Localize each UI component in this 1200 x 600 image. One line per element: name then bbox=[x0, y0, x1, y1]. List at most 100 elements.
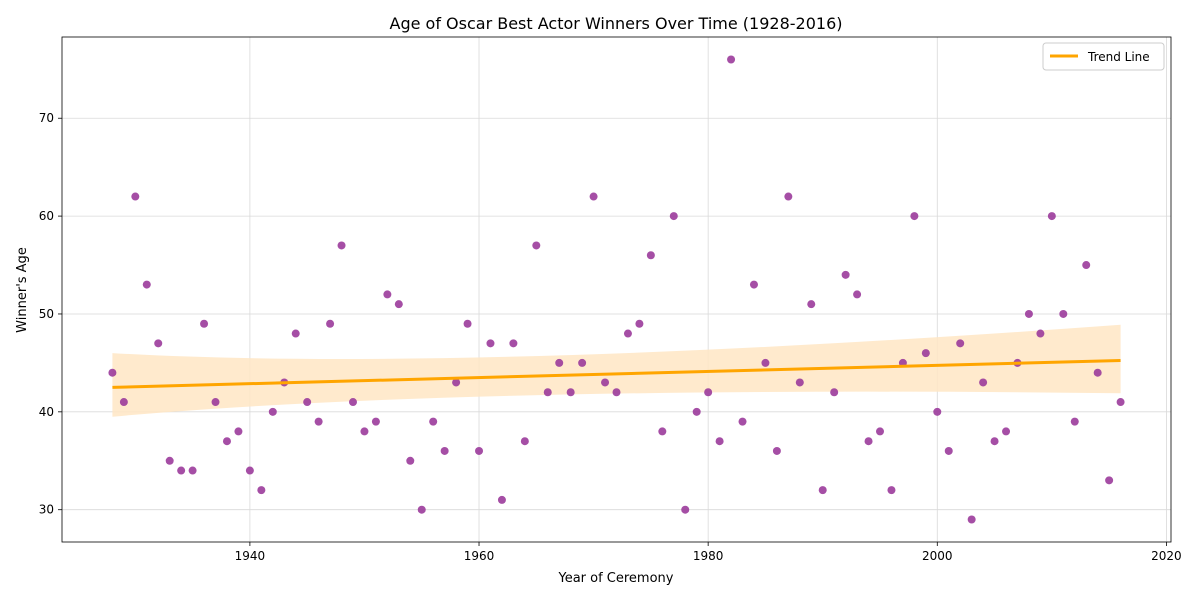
x-tick-label: 1960 bbox=[464, 549, 495, 563]
data-point bbox=[200, 319, 209, 328]
data-point bbox=[612, 388, 621, 397]
data-point bbox=[188, 466, 197, 475]
data-point bbox=[853, 290, 862, 299]
x-axis: 1940 1960 1980 2000 2020 bbox=[235, 542, 1182, 563]
data-point bbox=[475, 446, 484, 455]
data-point bbox=[967, 515, 976, 524]
data-point bbox=[944, 446, 953, 455]
data-point bbox=[417, 505, 426, 514]
y-tick-label: 50 bbox=[39, 307, 54, 321]
data-point bbox=[727, 55, 736, 64]
data-point bbox=[406, 456, 415, 465]
data-point bbox=[704, 388, 713, 397]
chart-title: Age of Oscar Best Actor Winners Over Tim… bbox=[390, 14, 843, 33]
data-point bbox=[921, 349, 930, 358]
x-tick-label: 2000 bbox=[922, 549, 953, 563]
data-point bbox=[669, 212, 678, 221]
y-tick-label: 40 bbox=[39, 405, 54, 419]
data-point bbox=[486, 339, 495, 348]
data-point bbox=[635, 319, 644, 328]
data-point bbox=[165, 456, 174, 465]
y-tick-label: 60 bbox=[39, 209, 54, 223]
data-point bbox=[876, 427, 885, 436]
data-point bbox=[257, 486, 266, 495]
data-point bbox=[108, 368, 117, 377]
data-point bbox=[1082, 261, 1091, 270]
x-axis-label: Year of Ceremony bbox=[557, 571, 673, 586]
data-point bbox=[543, 388, 552, 397]
data-point bbox=[990, 437, 999, 446]
x-tick-label: 1940 bbox=[235, 549, 266, 563]
data-point bbox=[601, 378, 610, 387]
confidence-band bbox=[112, 324, 1121, 417]
data-point bbox=[1047, 212, 1056, 221]
data-point bbox=[578, 358, 587, 367]
grid bbox=[62, 37, 1171, 542]
data-point bbox=[646, 251, 655, 260]
data-point bbox=[772, 446, 781, 455]
data-point bbox=[864, 437, 873, 446]
x-tick-label: 1980 bbox=[693, 549, 724, 563]
scatter-points bbox=[108, 55, 1125, 524]
data-point bbox=[532, 241, 541, 250]
y-axis: 30 40 50 60 70 bbox=[39, 111, 62, 517]
data-point bbox=[520, 437, 529, 446]
trend-line bbox=[112, 358, 1121, 389]
y-tick-label: 70 bbox=[39, 111, 54, 125]
data-point bbox=[658, 427, 667, 436]
data-point bbox=[738, 417, 747, 426]
data-point bbox=[119, 398, 128, 407]
data-point bbox=[715, 437, 724, 446]
legend-box bbox=[1042, 42, 1165, 71]
data-point bbox=[933, 407, 942, 416]
data-point bbox=[818, 486, 827, 495]
data-point bbox=[1105, 476, 1114, 485]
data-point bbox=[394, 300, 403, 309]
data-point bbox=[555, 358, 564, 367]
x-tick-label: 2020 bbox=[1151, 549, 1182, 563]
data-point bbox=[623, 329, 632, 338]
data-point bbox=[348, 398, 357, 407]
data-point bbox=[211, 398, 220, 407]
data-point bbox=[1116, 398, 1125, 407]
data-point bbox=[142, 280, 151, 289]
data-point bbox=[1002, 427, 1011, 436]
data-point bbox=[1093, 368, 1102, 377]
data-point bbox=[234, 427, 243, 436]
data-point bbox=[440, 446, 449, 455]
data-point bbox=[784, 192, 793, 201]
data-point bbox=[383, 290, 392, 299]
data-point bbox=[566, 388, 575, 397]
y-axis-label: Winner's Age bbox=[15, 247, 30, 333]
data-point bbox=[887, 486, 896, 495]
data-point bbox=[910, 212, 919, 221]
data-point bbox=[463, 319, 472, 328]
data-point bbox=[452, 378, 461, 387]
trend-line-group bbox=[112, 358, 1121, 389]
data-point bbox=[1024, 309, 1033, 318]
data-point bbox=[268, 407, 277, 416]
data-point bbox=[326, 319, 335, 328]
data-point bbox=[497, 495, 506, 504]
data-point bbox=[360, 427, 369, 436]
data-point bbox=[131, 192, 140, 201]
legend-trend-label: Trend Line bbox=[1087, 50, 1150, 64]
data-point bbox=[314, 417, 323, 426]
plot-frame bbox=[61, 36, 1172, 543]
data-point bbox=[589, 192, 598, 201]
data-point bbox=[154, 339, 163, 348]
data-point bbox=[1059, 309, 1068, 318]
data-point bbox=[1070, 417, 1079, 426]
data-point bbox=[177, 466, 186, 475]
data-point bbox=[761, 358, 770, 367]
data-point bbox=[222, 437, 231, 446]
data-point bbox=[1036, 329, 1045, 338]
data-point bbox=[830, 388, 839, 397]
data-point bbox=[303, 398, 312, 407]
data-point bbox=[681, 505, 690, 514]
data-point bbox=[795, 378, 804, 387]
data-point bbox=[807, 300, 816, 309]
data-point bbox=[956, 339, 965, 348]
